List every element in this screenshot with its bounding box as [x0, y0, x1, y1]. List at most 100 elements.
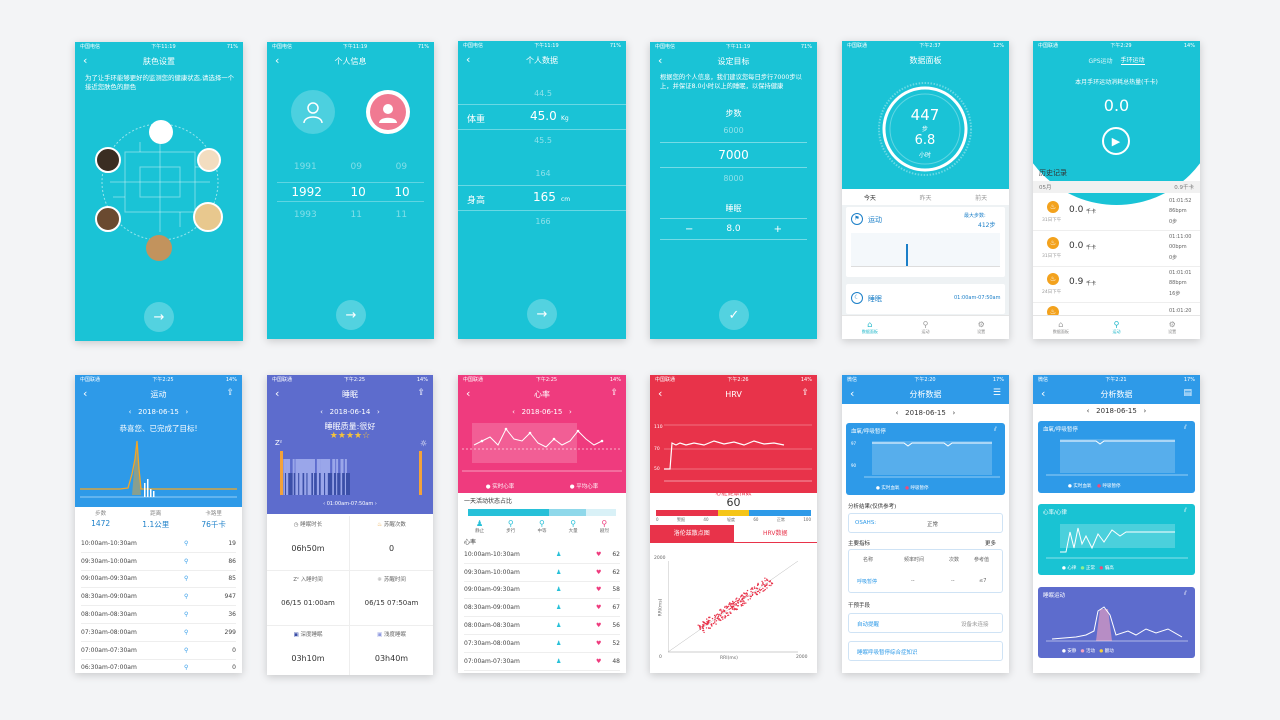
sport-card[interactable]: ⚑ 运动 最大步数: 412步 — [846, 207, 1005, 277]
walk-icon: ⚲ — [184, 664, 189, 672]
tab-today[interactable]: 今天 — [863, 194, 876, 202]
description: 为了让手环能够更好的监测您的健康状态,请选择一个接近您肤色的颜色 — [85, 74, 235, 91]
birthday-picker[interactable]: 1991 09 09 1992 10 10 1993 11 11 — [277, 162, 424, 220]
table-row[interactable]: 06:30am-07:00am ⚲ 0 — [81, 660, 236, 673]
tab-settings[interactable]: ⚙ 设置 — [1168, 320, 1177, 334]
table-row[interactable]: 08:00am-08:30am ♟ ♥ 56 — [464, 617, 620, 635]
table-row[interactable]: 07:00am-07:30am ⚲ 0 — [81, 642, 236, 660]
play-button[interactable]: ▶ — [1102, 127, 1130, 155]
spo2-card[interactable]: 血氧/呼吸暂停 ⫽ 97 90 ● 实时血氧 ● 呼吸暂停 — [846, 423, 1005, 495]
next-day-button[interactable]: › — [1143, 407, 1147, 415]
confirm-button[interactable]: ✓ — [719, 300, 749, 330]
table-row[interactable]: 07:00am-07:30am ♟ ♥ 48 — [464, 653, 620, 671]
tab-hrv-data[interactable]: HRV数据 — [733, 525, 817, 543]
share-icon[interactable]: ⇪ — [801, 388, 809, 398]
skin-color-white[interactable] — [149, 120, 173, 144]
spo2-card[interactable]: 血氧/呼吸暂停 ⫽ ● 实时血氧 ● 呼吸暂停 — [1038, 421, 1195, 493]
height-selected-row[interactable]: 身高 165 cm — [458, 185, 626, 211]
activity-icon: ⚲ — [601, 519, 608, 528]
sleep-plus-button[interactable]: + — [773, 223, 782, 235]
skin-color-medium[interactable] — [146, 235, 172, 261]
heart-icon: ♥ — [596, 550, 602, 558]
back-icon[interactable]: ‹ — [83, 387, 88, 400]
prev-day-button[interactable]: ‹ — [895, 409, 899, 417]
tab-yesterday[interactable]: 昨天 — [919, 194, 932, 202]
prev-day-button[interactable]: ‹ — [128, 408, 132, 416]
back-icon[interactable]: ‹ — [83, 54, 88, 67]
gender-female-button[interactable] — [366, 90, 410, 134]
next-button[interactable]: → — [336, 300, 366, 330]
weight-selected-row[interactable]: 体重 45.0 Kg — [458, 104, 626, 130]
next-day-button[interactable]: › — [185, 408, 189, 416]
history-record[interactable]: ♨ 31日下午 0.0 千卡 01:01:52 86bpm 0步 — [1033, 195, 1200, 231]
tab-settings[interactable]: ⚙ 设置 — [977, 320, 986, 334]
tab-band-sport[interactable]: 手环运动 — [1120, 57, 1145, 65]
more-link[interactable]: 更多 — [985, 541, 997, 547]
tab-sport[interactable]: ⚲ 运动 — [1112, 320, 1121, 334]
back-icon[interactable]: ‹ — [275, 54, 280, 67]
scatter-point — [708, 627, 710, 629]
skin-color-light[interactable] — [197, 148, 221, 172]
back-icon[interactable]: ‹ — [1041, 387, 1046, 400]
apnea-knowledge-link[interactable]: 睡眠呼吸暂停综合症知识 — [848, 641, 1003, 661]
back-icon[interactable]: ‹ — [658, 54, 663, 67]
next-button[interactable]: → — [144, 302, 174, 332]
history-record[interactable]: ♨ 24日下午 0.9 千卡 01:01:01 88bpm 16步 — [1033, 267, 1200, 303]
skin-color-dark[interactable] — [95, 206, 121, 232]
tab-day-before[interactable]: 前天 — [975, 194, 988, 202]
share-icon[interactable]: ⇪ — [226, 388, 234, 398]
nav-bar: 数据面板 — [842, 50, 1009, 70]
share-icon[interactable]: ⇪ — [610, 388, 618, 398]
share-icon[interactable]: ⇪ — [417, 388, 425, 398]
sleep-card[interactable]: ☾ 睡眠 01:00am-07:50am — [846, 284, 1005, 314]
list-icon[interactable]: ☰ — [992, 388, 1001, 398]
back-icon[interactable]: ‹ — [466, 53, 471, 66]
table-row[interactable]: 08:00am-08:30am ⚲ 36 — [81, 606, 236, 624]
device-reminder-row[interactable]: 自动提醒 设备未连接 — [848, 613, 1003, 633]
hours-unit: 小时 — [918, 152, 931, 159]
tab-gps-sport[interactable]: GPS运动 — [1088, 57, 1113, 65]
next-button[interactable]: → — [527, 299, 557, 329]
table-row[interactable]: 08:30am-09:00am ♟ ♥ 67 — [464, 599, 620, 618]
back-icon[interactable]: ‹ — [275, 387, 280, 400]
prev-day-button[interactable]: ‹ — [320, 408, 323, 416]
skin-color-darkest[interactable] — [95, 147, 121, 173]
tab-lorenz-scatter[interactable]: 洛伦兹散点图 — [650, 525, 734, 543]
scatter-point — [701, 626, 703, 628]
back-icon[interactable]: ‹ — [658, 387, 663, 400]
sleep-minus-button[interactable]: − — [685, 223, 694, 235]
prev-day-button[interactable]: ‹ — [512, 408, 515, 416]
table-row[interactable]: 10:00am-10:30am ♟ ♥ 62 — [464, 546, 620, 564]
table-row[interactable]: 09:00am-09:30am ♟ ♥ 58 — [464, 582, 620, 600]
table-row[interactable]: 07:30am-08:00am ♟ ♥ 52 — [464, 635, 620, 653]
tab-dashboard[interactable]: ⌂ 数据面板 — [861, 320, 878, 334]
sleep-motion-card[interactable]: 睡眠运动 ⫽ ● 安静 ● 活动 ● 翻动 — [1038, 587, 1195, 658]
table-row[interactable]: 08:30am-09:00am ⚲ 947 — [81, 588, 236, 607]
history-record[interactable]: ♨ 31日下午 0.0 千卡 01:11:00 00bpm 0步 — [1033, 231, 1200, 267]
scatter-point — [731, 603, 733, 605]
back-icon[interactable]: ‹ — [466, 387, 471, 400]
play-icon: ▶ — [1111, 134, 1121, 148]
scatter-point — [769, 581, 771, 583]
table-row[interactable]: 09:00am-09:30am ⚲ 85 — [81, 571, 236, 589]
sport-stat: 步数 1472 — [91, 511, 111, 528]
gender-male-button[interactable] — [291, 90, 335, 134]
calendar-icon[interactable]: ▤ — [1183, 388, 1192, 398]
heart-rate-card[interactable]: 心率/心律 ⫽ ● 心律 ● 正常 ● 偏高 — [1038, 504, 1195, 575]
scatter-point — [724, 617, 726, 619]
skin-color-medium-light[interactable] — [193, 202, 223, 232]
next-day-button[interactable]: › — [377, 408, 380, 416]
next-day-button[interactable]: › — [952, 409, 956, 417]
scatter-point — [756, 584, 759, 587]
tab-sport[interactable]: ⚲ 运动 — [921, 320, 930, 334]
prev-day-button[interactable]: ‹ — [1086, 407, 1090, 415]
steps-selected-row[interactable]: 7000 — [660, 142, 807, 168]
scatter-point — [730, 607, 732, 610]
table-row[interactable]: 09:30am-10:00am ♟ ♥ 62 — [464, 564, 620, 582]
table-row[interactable]: 07:30am-08:00am ⚲ 299 — [81, 624, 236, 642]
next-day-button[interactable]: › — [569, 408, 572, 416]
table-row[interactable]: 09:30am-10:00am ⚲ 86 — [81, 553, 236, 571]
tab-dashboard[interactable]: ⌂ 数据面板 — [1052, 320, 1069, 334]
table-row[interactable]: 10:00am-10:30am ⚲ 19 — [81, 535, 236, 553]
back-icon[interactable]: ‹ — [850, 387, 855, 400]
